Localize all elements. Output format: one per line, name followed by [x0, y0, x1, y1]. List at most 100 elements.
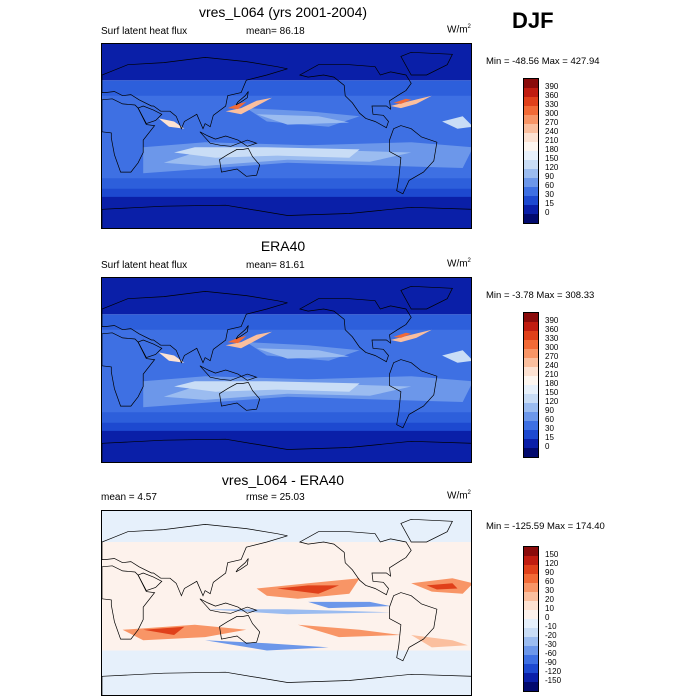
- colorbar-tick-label: 30: [545, 586, 554, 595]
- season-label: DJF: [512, 8, 554, 33]
- field-contour: [225, 97, 272, 115]
- coastline: [102, 671, 471, 695]
- colorbar-tick-label: 330: [545, 334, 559, 343]
- panel1-colorbar: 390 360 330 300 270 240 210 180 150 120 90 60 30 15 0: [523, 78, 558, 224]
- colorbar-tick-label: 120: [545, 397, 559, 406]
- field-contour: [442, 350, 471, 363]
- colorbar-tick-label: 210: [545, 136, 559, 145]
- field-contour: [174, 381, 360, 392]
- panel2-variable-label: Surf latent heat flux: [101, 260, 188, 271]
- colorbar-swatch: [524, 619, 538, 628]
- colorbar-tick-label: 0: [545, 208, 550, 217]
- panel3-units-label: W/m2: [447, 490, 471, 502]
- panel3-rmse-label: rmse = 25.03: [246, 492, 305, 503]
- coastline: [137, 105, 163, 125]
- coastline: [235, 91, 249, 106]
- colorbar-swatch: [524, 412, 538, 421]
- field-contour: [102, 193, 471, 228]
- panel3-mean-label: mean = 4.57: [101, 492, 157, 503]
- colorbar-swatch: [524, 637, 538, 646]
- colorbar-tick-label: 150: [545, 388, 559, 397]
- field-contour: [102, 427, 471, 462]
- panel2-map: [101, 277, 472, 463]
- colorbar-tick-label: -150: [545, 676, 562, 685]
- field-contour: [442, 116, 471, 129]
- colorbar-swatch: [524, 394, 538, 403]
- map-canvas: [102, 511, 471, 695]
- coastline: [389, 125, 438, 195]
- colorbar-tick-label: 390: [545, 316, 559, 325]
- panel1-minmax-label: Min = -48.56 Max = 427.94: [486, 56, 600, 67]
- colorbar-tick-label: 15: [545, 433, 554, 442]
- field-contour: [227, 101, 247, 110]
- panel1-variable-label: Surf latent heat flux: [101, 26, 188, 37]
- colorbar-tick-label: 20: [545, 595, 554, 604]
- colorbar-swatch: [524, 331, 538, 340]
- colorbar-tick-label: 90: [545, 172, 554, 181]
- field-contour: [158, 118, 185, 129]
- colorbar-swatch: [524, 133, 538, 142]
- coastline: [400, 51, 453, 76]
- field-contour: [143, 626, 185, 635]
- colorbar-tick-label: 0: [545, 442, 550, 451]
- coastline: [137, 572, 163, 592]
- colorbar-tick-label: -10: [545, 622, 557, 631]
- colorbar-swatch: [524, 322, 538, 331]
- colorbar-tick-label: 60: [545, 181, 554, 190]
- colorbar-swatch: [524, 376, 538, 385]
- coastline: [400, 285, 453, 310]
- coastline: [298, 531, 412, 596]
- colorbar-swatch: [524, 439, 538, 448]
- panel2-title: ERA40: [260, 238, 306, 254]
- colorbar-tick-label: -20: [545, 631, 557, 640]
- colorbar-swatch: [524, 403, 538, 412]
- colorbar-swatch: [524, 367, 538, 376]
- colorbar-swatch: [524, 655, 538, 664]
- colorbar-tick-label: 90: [545, 568, 554, 577]
- panel1-mean-label: mean= 86.18: [246, 26, 305, 37]
- colorbar-swatch: [524, 124, 538, 133]
- coastline: [400, 518, 453, 543]
- colorbar-swatch: [524, 115, 538, 124]
- colorbar-tick-label: 60: [545, 577, 554, 586]
- colorbar-tick-label: 360: [545, 325, 559, 334]
- field-contour: [256, 114, 350, 125]
- colorbar-swatch: [524, 106, 538, 115]
- coastline: [102, 438, 471, 462]
- colorbar-swatch: [524, 340, 538, 349]
- colorbar-tick-label: 300: [545, 109, 559, 118]
- colorbar-tick-label: 30: [545, 190, 554, 199]
- colorbar-swatch: [524, 583, 538, 592]
- colorbar-tick-label: 0: [545, 613, 550, 622]
- colorbar-tick-label: 390: [545, 82, 559, 91]
- field-contour: [122, 624, 247, 641]
- field-contour: [102, 188, 471, 197]
- colorbar-swatches: [523, 546, 539, 692]
- coastline: [235, 325, 249, 340]
- colorbar-tick-label: 120: [545, 559, 559, 568]
- field-contour: [102, 44, 471, 81]
- coastline: [102, 98, 156, 173]
- colorbar-tick-label: 300: [545, 343, 559, 352]
- colorbar-swatch: [524, 205, 538, 214]
- field-contour: [277, 585, 339, 594]
- colorbar-tick-label: -30: [545, 640, 557, 649]
- colorbar-tick-label: 330: [545, 100, 559, 109]
- map-canvas: [102, 278, 471, 462]
- coastline: [102, 524, 288, 597]
- coastline: [389, 592, 438, 662]
- colorbar-swatch: [524, 214, 538, 223]
- colorbar-swatch: [524, 79, 538, 88]
- field-contour: [390, 95, 432, 109]
- field-contour: [393, 332, 412, 338]
- coastline: [219, 615, 261, 644]
- field-contour: [227, 335, 247, 344]
- colorbar-swatch: [524, 673, 538, 682]
- field-contour: [158, 352, 185, 363]
- colorbar-swatch: [524, 187, 538, 196]
- coastline: [102, 565, 156, 640]
- colorbar-swatch: [524, 178, 538, 187]
- coastline: [219, 148, 261, 177]
- colorbar-swatch: [524, 169, 538, 178]
- colorbar-swatch: [524, 358, 538, 367]
